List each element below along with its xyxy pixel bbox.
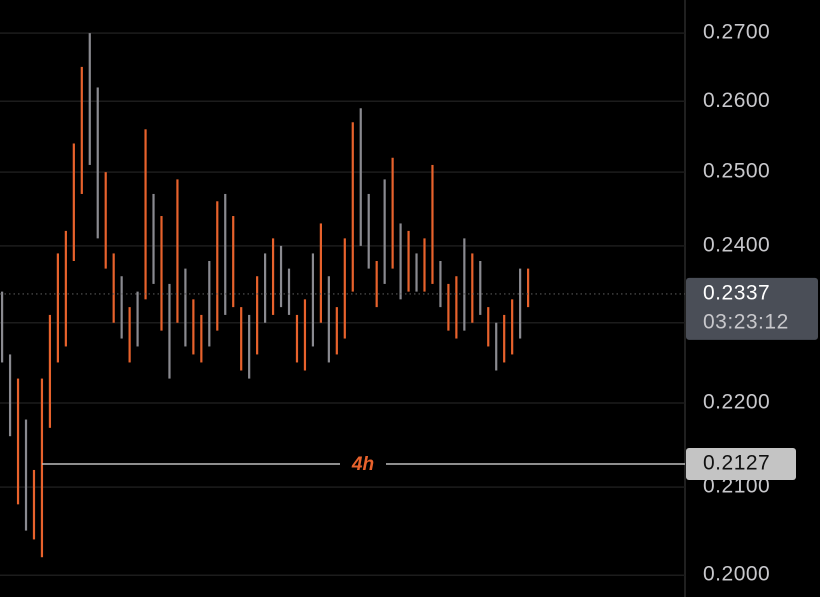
ohlc-bar [359,108,362,246]
ohlc-bar [144,129,147,300]
ohlc-bar [176,179,179,323]
ohlc-bar [256,276,259,355]
ohlc-bar [271,238,275,315]
last-price-label: 0.2337 [703,281,770,304]
ohlc-bar [279,245,283,308]
y-tick-label: 0.2700 [703,21,770,44]
ohlc-bar [295,314,299,363]
ohlc-bar [439,260,442,308]
ohlc-bar [311,253,315,347]
ohlc-bar [527,268,530,308]
ohlc-bar [343,238,346,339]
ohlc-bar [136,291,139,347]
ohlc-bar [224,193,227,315]
y-tick-label: 0.2000 [703,563,770,586]
ohlc-bar [463,238,466,331]
ohlc-bar [184,268,187,347]
ohlc-bar [232,216,235,308]
ohlc-bar [327,276,330,363]
ohlc-bar [80,66,83,194]
ohlc-bar [240,307,243,371]
ohlc-bar [519,268,522,339]
ohlc-bar [24,419,28,531]
ohlc-bar [248,314,251,379]
ohlc-bar [1,291,4,363]
y-tick-label: 0.2600 [703,89,770,112]
ohlc-bar [319,223,322,323]
ohlc-bar [375,260,378,308]
ohlc-bar [216,201,219,331]
ohlc-bar [40,378,44,558]
ohlc-bar [112,253,115,323]
level-price-box [686,447,796,480]
level-tag: 4h [351,454,374,475]
ohlc-bar [72,143,75,261]
ohlc-bar [487,307,490,347]
ohlc-bar [335,307,338,355]
ohlc-bar [471,253,474,323]
ohlc-bar [104,172,107,269]
ohlc-bar [16,378,20,505]
ohlc-bar [200,314,203,363]
ohlc-bar [367,193,370,269]
ohlc-bar [152,193,155,284]
ohlc-bar [48,314,52,428]
y-tick-label: 0.2400 [703,233,770,256]
ohlc-bar [128,307,131,363]
ohlc-bar [423,238,426,292]
ohlc-bar [511,299,514,355]
ohlc-bar [447,283,450,331]
ohlc-bar [303,299,307,371]
y-tick-label: 0.2500 [703,160,770,183]
ohlc-bar [495,322,498,371]
ohlc-bar [8,354,12,437]
ohlc-bar [64,230,67,347]
ohlc-bar [264,253,267,323]
ohlc-bar [479,260,482,315]
ohlc-bar [160,216,163,331]
ohlc-bar [415,253,418,292]
ohlc-bar [32,469,36,540]
ohlc-bar [192,299,195,355]
ohlc-bar [120,276,123,339]
ohlc-bar [503,314,506,363]
level-tag-bg [340,451,386,476]
last-price-box [686,277,818,340]
ohlc-bar [168,283,171,379]
ohlc-bar [391,157,394,269]
y-tick-label: 0.2200 [703,391,770,414]
y-tick-label: 0.2100 [703,475,770,498]
ohlc-bar [56,253,59,363]
ohlc-bar [96,87,99,239]
ohlc-bar [351,122,354,292]
ohlc-bar [88,33,91,165]
ohlc-bar [431,164,434,284]
ohlc-bar [287,268,291,315]
ohlc-bar [383,179,386,284]
ohlc-bar [455,276,458,339]
ohlc-bar [407,230,410,292]
level-price-label: 0.2127 [703,452,770,475]
ohlc-bar [208,260,211,347]
ohlc-bar [399,223,402,300]
countdown: 03:23:12 [703,310,789,333]
